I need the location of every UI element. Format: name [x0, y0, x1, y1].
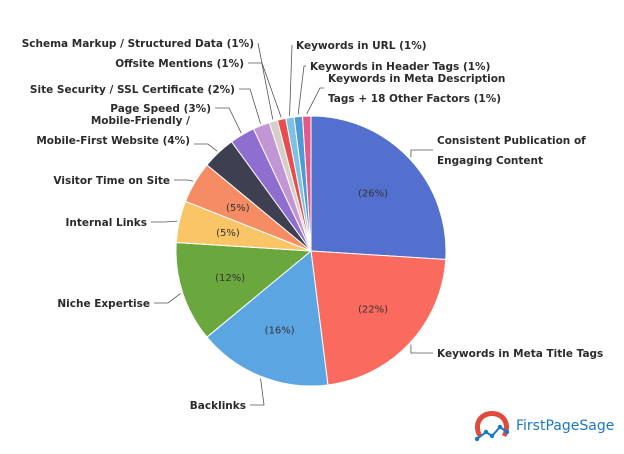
leader-line — [248, 62, 282, 118]
leader-line — [410, 149, 433, 158]
slice-percent-label: (12%) — [215, 273, 245, 284]
slice-category-label: Internal Links — [65, 217, 147, 229]
leader-line — [297, 65, 306, 115]
slice-category-label: Keywords in Meta Title Tags — [437, 348, 603, 360]
slice-category-label: Site Security / SSL Certificate (2%) — [30, 84, 235, 96]
slice-percent-label: (26%) — [358, 188, 388, 199]
leader-lines — [151, 42, 433, 406]
leader-line — [410, 344, 433, 354]
slice-category-label: Offsite Mentions (1%) — [115, 58, 244, 70]
brand-logo-icon — [474, 411, 510, 442]
leader-line — [239, 88, 261, 124]
pie-slice — [301, 115, 312, 252]
slice-category-label: Backlinks — [190, 400, 246, 412]
slice-category-label: Page Speed (3%) — [110, 103, 211, 115]
pie-slices — [175, 115, 447, 387]
pie-slice — [310, 115, 447, 261]
percent-labels: (26%) (22%) (16%) (12%) (5%) (5%) — [215, 188, 388, 336]
slice-category-label: Mobile-Friendly / Mobile-First Website (4… — [36, 115, 190, 147]
slice-percent-label: (5%) — [226, 203, 250, 214]
slice-percent-label: (5%) — [216, 228, 240, 239]
brand-name: FirstPageSage — [516, 418, 615, 434]
pie-slice — [175, 241, 313, 338]
leader-line — [250, 378, 265, 406]
slice-category-label: Keywords in Meta Description Tags + 18 Ot… — [328, 73, 505, 105]
leader-line — [151, 220, 178, 223]
slice-category-label: Niche Expertise — [57, 298, 150, 310]
leader-line — [174, 179, 194, 182]
leader-line — [215, 107, 242, 134]
category-labels: Consistent Publication of Engaging Conten… — [22, 38, 604, 412]
slice-category-label: Keywords in URL (1%) — [296, 40, 427, 52]
slice-category-label: Visitor Time on Site — [53, 175, 170, 187]
slice-percent-label: (22%) — [358, 305, 388, 316]
slice-category-label: Schema Markup / Structured Data (1%) — [22, 38, 254, 50]
slice-percent-label: (16%) — [265, 326, 295, 337]
slice-category-label: Keywords in Header Tags (1%) — [310, 61, 490, 73]
leader-line — [289, 44, 293, 116]
pie-slice — [310, 250, 447, 386]
leader-line — [257, 42, 274, 120]
leader-line — [154, 293, 181, 304]
leader-line — [306, 87, 324, 115]
leader-line — [194, 143, 218, 152]
brand-logo: FirstPageSage — [472, 408, 614, 444]
slice-category-label: Consistent Publication of Engaging Conten… — [437, 135, 586, 167]
pie-slice — [206, 250, 329, 387]
